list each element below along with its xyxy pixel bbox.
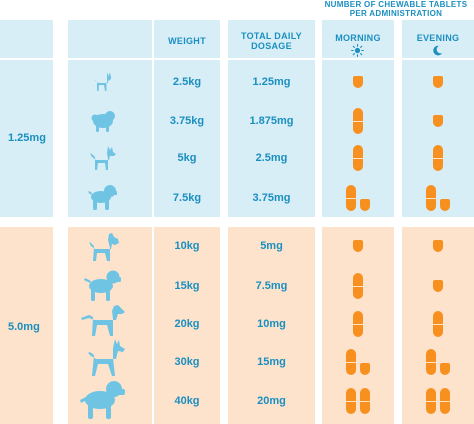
terrier-dog-icon [90, 146, 116, 170]
weight-cell: 20kg [174, 318, 200, 330]
dosage-cell: 2.5mg [255, 152, 288, 164]
whole-tablet-icon [426, 185, 436, 211]
dosage-cell: 5mg [260, 240, 283, 252]
whole-tablet-icon [440, 388, 450, 414]
dosage-cell: 1.25mg [252, 76, 291, 88]
whole-tablet-icon [353, 145, 363, 171]
weight-column-blue [154, 20, 220, 217]
half-tablet-icon [433, 240, 443, 252]
tablets-per-administration-note: NUMBER OF CHEWABLE TABLETS PER ADMINISTR… [324, 0, 468, 18]
pointer-dog-icon [81, 305, 125, 336]
half-tablet-icon [433, 115, 443, 127]
strength-column-peach [0, 227, 53, 424]
whole-tablet-icon [346, 185, 356, 211]
half-tablet-icon [440, 199, 450, 211]
retriever-dog-icon [80, 381, 125, 419]
weight-cell: 2.5kg [172, 76, 202, 88]
strength-label-1-25mg: 1.25mg [8, 132, 46, 144]
spaniel-dog-icon [84, 270, 121, 301]
small-dog-icon [94, 72, 112, 91]
half-tablet-icon [433, 76, 443, 88]
whole-tablet-icon [426, 388, 436, 414]
strength-column-blue [0, 20, 53, 217]
half-tablet-icon [360, 363, 370, 375]
whole-tablet-icon [353, 311, 363, 337]
half-tablet-icon [433, 280, 443, 292]
evening-header: EVENING [416, 33, 460, 43]
weight-cell: 15kg [174, 280, 200, 292]
section-divider [0, 217, 474, 227]
half-tablet-icon [360, 199, 370, 211]
stocky-dog-icon [88, 185, 117, 210]
whole-tablet-icon [426, 349, 436, 375]
weight-column-peach [154, 227, 220, 424]
moon-icon [433, 45, 443, 56]
whole-tablet-icon [346, 388, 356, 414]
doberman-dog-icon [88, 339, 125, 376]
fluffy-dog-icon [91, 111, 115, 132]
header-divider [0, 58, 474, 60]
dosage-column-peach [228, 227, 315, 424]
strength-label-5-0mg: 5.0mg [8, 321, 40, 333]
whole-tablet-icon [353, 273, 363, 299]
whole-tablet-icon [353, 108, 363, 134]
weight-header: WEIGHT [168, 36, 206, 46]
dosage-cell: 3.75mg [252, 192, 291, 204]
whole-tablet-icon [433, 311, 443, 337]
weight-cell: 5kg [177, 152, 197, 164]
weight-cell: 3.75kg [169, 115, 205, 127]
weight-cell: 30kg [174, 356, 200, 368]
whole-tablet-icon [346, 349, 356, 375]
weight-cell: 40kg [174, 395, 200, 407]
half-tablet-icon [440, 363, 450, 375]
whole-tablet-icon [433, 145, 443, 171]
dosage-cell: 20mg [257, 395, 286, 407]
half-tablet-icon [353, 240, 363, 252]
dosage-cell: 7.5mg [255, 280, 288, 292]
morning-header: MORNING [335, 33, 381, 43]
dosage-cell: 15mg [257, 356, 286, 368]
total-daily-dosage-header: TOTAL DAILY DOSAGE [241, 31, 302, 51]
half-tablet-icon [353, 76, 363, 88]
whole-tablet-icon [360, 388, 370, 414]
sun-icon [351, 44, 364, 57]
schnauzer-dog-icon [89, 233, 119, 261]
dosage-cell: 1.875mg [249, 115, 294, 127]
dosage-column-blue [228, 20, 315, 217]
dosage-cell: 10mg [257, 318, 286, 330]
weight-cell: 10kg [174, 240, 200, 252]
weight-cell: 7.5kg [172, 192, 202, 204]
